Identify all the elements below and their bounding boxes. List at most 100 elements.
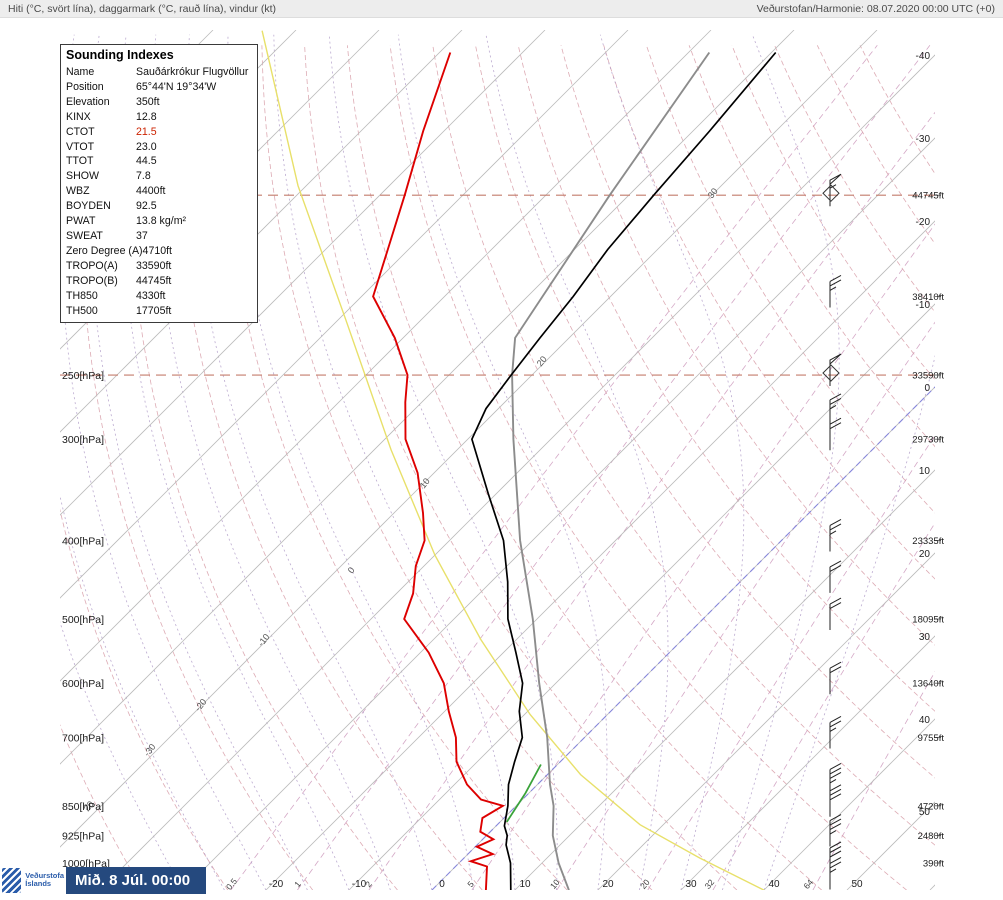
dry-adiabat-line [646, 45, 935, 514]
sounding-row: SWEAT 37 [66, 229, 253, 244]
mixing-ratio-label: 20 [638, 877, 652, 891]
dry-adiabat-line [688, 45, 935, 448]
isotherm-line [60, 30, 629, 599]
grid-inline-label: -30 [142, 742, 158, 758]
right-temp-label: 20 [919, 549, 931, 560]
title-bar: Hiti (°C, svört lína), daggarmark (°C, r… [0, 0, 1003, 18]
moist-adiabat-line [227, 34, 474, 890]
pressure-label: 925[hPa] [62, 831, 104, 843]
mixing-ratio-line [556, 321, 935, 890]
altitude-label: 38410ft [912, 292, 944, 303]
mixing-ratio-label: 10 [548, 877, 562, 891]
wind-barb [829, 857, 842, 890]
logo-text-line2: Íslands [25, 879, 52, 888]
sounding-row-label: VTOT [66, 140, 95, 153]
parcel-curve [511, 51, 711, 890]
mixing-ratio-line [471, 223, 935, 890]
wind-barb [829, 597, 842, 631]
isotherm-line [514, 469, 935, 890]
dry-adiabat-line [347, 45, 822, 890]
altitude-label: 23335ft [912, 536, 944, 547]
sounding-row: BOYDEN 92.5 [66, 199, 253, 214]
met-office-logo: Veðurstofa Íslands [2, 867, 64, 893]
sounding-row: Elevation 350ft [66, 95, 253, 110]
bottom-temp-label: 10 [519, 879, 531, 890]
sounding-row-value: Sauðárkrókur Flugvöllur [136, 66, 249, 78]
right-temp-label: 50 [919, 807, 931, 818]
sounding-row-label: CTOT [66, 125, 95, 138]
right-temp-label: 0 [924, 383, 930, 394]
isotherm-line [182, 137, 935, 890]
sounding-row-label: TTOT [66, 155, 94, 168]
isotherm-line [265, 220, 935, 890]
altitude-label: 44745ft [912, 191, 944, 202]
isotherm-line [60, 30, 712, 682]
sounding-row-value: 37 [136, 229, 148, 242]
sounding-row-label: TROPO(A) [66, 259, 118, 272]
wind-barb [829, 784, 842, 817]
dry-adiabat-line [261, 45, 653, 890]
sounding-row-label: KINX [66, 110, 91, 123]
mixing-ratio-line [368, 111, 935, 890]
sounding-row: PWAT 13.8 kg/m² [66, 214, 253, 229]
right-temp-label: -10 [916, 300, 931, 311]
dry-adiabat-line [816, 45, 935, 245]
sounding-row-value: 33590ft [136, 259, 172, 272]
isotherm-line [60, 30, 546, 516]
bottom-temp-label: 0 [439, 879, 445, 890]
sounding-row-label: SHOW [66, 170, 99, 183]
right-temp-label: -20 [916, 217, 931, 228]
bottom-temp-label: 20 [602, 879, 614, 890]
dry-adiabat-line [304, 45, 738, 890]
sounding-row-value: 4710ft [142, 244, 173, 257]
moist-adiabat-line [60, 494, 225, 890]
sounding-row-label: WBZ [66, 185, 90, 198]
right-temp-label: 40 [919, 715, 931, 726]
isotherm-line [431, 386, 935, 890]
grid-inline-label: 10 [418, 476, 432, 490]
mixing-ratio-label: 5 [465, 879, 476, 889]
zero-isotherm-line [431, 386, 935, 890]
bottom-temp-label: -10 [352, 879, 367, 890]
mixing-ratio-label: 32 [702, 877, 716, 891]
mixing-ratio-line [647, 434, 935, 890]
dry-adiabat-line [731, 45, 935, 381]
isotherm-line [597, 552, 935, 890]
model-run-text: Veðurstofan/Harmonie: 08.07.2020 00:00 U… [756, 2, 995, 15]
isotherm-line [680, 635, 935, 890]
sounding-row: VTOT 23.0 [66, 140, 253, 155]
sounding-row: Position 65°44'N 19°34'W [66, 80, 253, 95]
bottom-temp-label: 40 [768, 879, 780, 890]
pressure-label: 300[hPa] [62, 434, 104, 446]
sounding-row-value: 4400ft [136, 185, 166, 198]
sounding-row-value: 17705ft [136, 304, 172, 317]
isotherm-line [60, 30, 878, 848]
moist-adiabat-line [397, 34, 608, 890]
sounding-row-value: 7.8 [136, 170, 151, 183]
mixing-ratio-label: 1 [292, 879, 303, 889]
altitude-label: 390ft [923, 859, 944, 870]
wind-barb [829, 716, 842, 749]
footer-bar: Veðurstofa Íslands Mið. 8 Júl. 00:00 [2, 865, 207, 895]
moist-adiabat-line [273, 34, 516, 890]
met-office-logo-icon [2, 867, 22, 893]
sounding-row-label: TROPO(B) [66, 274, 118, 287]
grid-inline-label: 20 [535, 354, 549, 368]
right-temp-label: 30 [919, 632, 931, 643]
dry-adiabat-line [60, 508, 229, 890]
dry-adiabat-line [218, 45, 568, 890]
altitude-label: 4720ft [918, 801, 945, 812]
altitude-label: 13640ft [912, 679, 944, 690]
sounding-row-label: Position [66, 80, 104, 93]
right-temp-label: 10 [919, 466, 931, 477]
dry-adiabat-line [475, 45, 935, 779]
moist-adiabat-line [187, 34, 433, 890]
moist-adiabat-line [328, 34, 558, 890]
bottom-temp-label: -20 [269, 879, 284, 890]
sounding-row-label: SWEAT [66, 229, 103, 242]
altitude-label: 2480ft [918, 831, 945, 842]
sounding-curves-layer [261, 30, 777, 890]
moist-adiabat-line [60, 34, 267, 890]
wind-barbs-layer [822, 173, 842, 890]
